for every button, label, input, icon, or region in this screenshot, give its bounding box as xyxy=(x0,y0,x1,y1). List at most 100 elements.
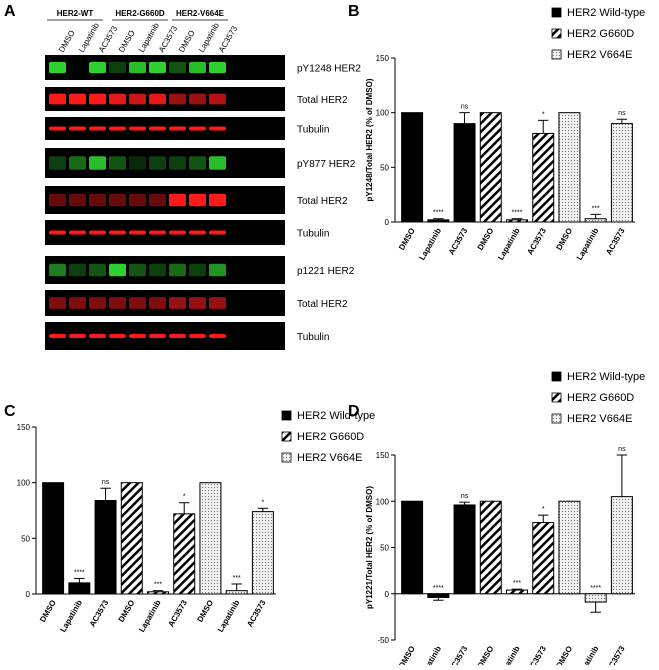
blot-band xyxy=(49,263,66,277)
blot-band xyxy=(69,230,86,235)
blot-band xyxy=(169,297,186,309)
significance-label: *** xyxy=(233,575,241,582)
bar xyxy=(558,500,581,595)
blot-row-label: Tubulin xyxy=(297,229,329,240)
x-tick-label: DMSO xyxy=(554,645,574,666)
blot-band xyxy=(169,230,186,235)
y-tick-label: 100 xyxy=(376,109,390,118)
blot-band xyxy=(169,126,186,131)
blot-band xyxy=(109,263,126,277)
blot-band xyxy=(109,156,126,170)
bar xyxy=(68,582,91,595)
significance-label: ns xyxy=(618,110,626,117)
blot-band xyxy=(109,93,126,105)
blot-band xyxy=(89,93,106,105)
legend-label: HER2 G660D xyxy=(297,431,364,443)
legend-swatch xyxy=(551,7,562,18)
blot-band xyxy=(149,61,166,74)
blot-band xyxy=(149,156,166,170)
legend-swatch xyxy=(281,431,292,442)
x-tick-label: Lapatinib xyxy=(137,598,163,633)
blot-band xyxy=(69,126,86,131)
y-tick-label: 100 xyxy=(376,497,390,506)
y-tick-label: 0 xyxy=(385,590,390,599)
legend-swatch xyxy=(551,28,562,39)
legend-swatch xyxy=(551,371,562,382)
y-axis-label: pY1248/Total HER2 (% of DMSO) xyxy=(365,78,374,201)
blot-row-label: pY1248 HER2 xyxy=(297,64,361,75)
blot-band xyxy=(129,297,146,309)
blot-band xyxy=(209,126,226,131)
blot-band xyxy=(89,61,106,74)
x-tick-label: AC3573 xyxy=(447,226,470,256)
blot-band xyxy=(109,61,126,74)
blot-band xyxy=(209,230,226,235)
bar xyxy=(584,593,607,603)
blot-band xyxy=(129,126,146,131)
blot-band xyxy=(89,193,106,207)
bar xyxy=(199,482,222,595)
legend-label: HER2 V664E xyxy=(567,49,632,61)
significance-label: * xyxy=(542,111,545,118)
blot-band xyxy=(189,297,206,309)
x-tick-label: AC3573 xyxy=(525,644,548,665)
x-tick-label: DMSO xyxy=(476,645,496,666)
blot-strip xyxy=(45,256,285,284)
blot-row-label: Tubulin xyxy=(297,125,329,136)
y-tick-label: 150 xyxy=(376,451,390,460)
bar xyxy=(610,123,633,223)
bar xyxy=(120,482,143,595)
blot-band xyxy=(129,61,146,74)
blot-band xyxy=(209,61,226,74)
blot-band xyxy=(89,334,106,338)
significance-label: **** xyxy=(512,210,523,217)
blot-band xyxy=(109,230,126,235)
bar xyxy=(479,500,502,595)
blot-band xyxy=(189,156,206,170)
y-tick-label: 150 xyxy=(376,54,390,63)
significance-label: *** xyxy=(513,580,521,587)
x-tick-label: AC3573 xyxy=(525,226,548,256)
blot-band xyxy=(169,263,186,277)
blot-band xyxy=(169,156,186,170)
significance-label: ns xyxy=(461,104,469,111)
blot-band xyxy=(209,93,226,105)
bar xyxy=(427,593,450,598)
blot-band xyxy=(69,297,86,309)
blot-band xyxy=(189,263,206,277)
panel-letter: B xyxy=(348,3,360,20)
y-tick-label: 150 xyxy=(17,423,31,432)
blot-band xyxy=(149,334,166,338)
blot-band xyxy=(209,263,226,277)
blot-band xyxy=(89,156,106,170)
y-axis-label: pY1221/Total HER2 (% of DMSO) xyxy=(365,486,374,609)
x-tick-label: DMSO xyxy=(38,599,58,624)
significance-label: *** xyxy=(592,205,600,212)
x-tick-label: AC3573 xyxy=(245,598,268,628)
x-tick-label: Lapatinib xyxy=(496,226,522,261)
blot-band xyxy=(189,193,206,207)
y-tick-label: -50 xyxy=(377,636,389,645)
blot-band xyxy=(129,193,146,207)
bar xyxy=(42,482,65,595)
y-tick-label: 50 xyxy=(380,544,389,553)
significance-label: * xyxy=(262,499,265,506)
legend-swatch xyxy=(551,392,562,403)
group-label: HER2-WT xyxy=(57,9,94,18)
group-label: HER2-G660D xyxy=(115,9,165,18)
x-tick-label: DMSO xyxy=(476,227,496,252)
blot-row-label: p1221 HER2 xyxy=(297,266,355,277)
blot-band xyxy=(49,93,66,105)
significance-label: **** xyxy=(590,585,601,592)
blot-band xyxy=(169,61,186,74)
blot-band xyxy=(129,93,146,105)
blot-row-label: pY877 HER2 xyxy=(297,159,356,170)
bar xyxy=(584,218,607,223)
blot-band xyxy=(149,126,166,131)
x-tick-label: AC3573 xyxy=(88,598,111,628)
x-tick-label: AC3573 xyxy=(447,644,470,665)
blot-band xyxy=(89,126,106,131)
x-tick-label: AC3573 xyxy=(604,226,627,256)
x-tick-label: Lapatinib xyxy=(417,644,443,665)
